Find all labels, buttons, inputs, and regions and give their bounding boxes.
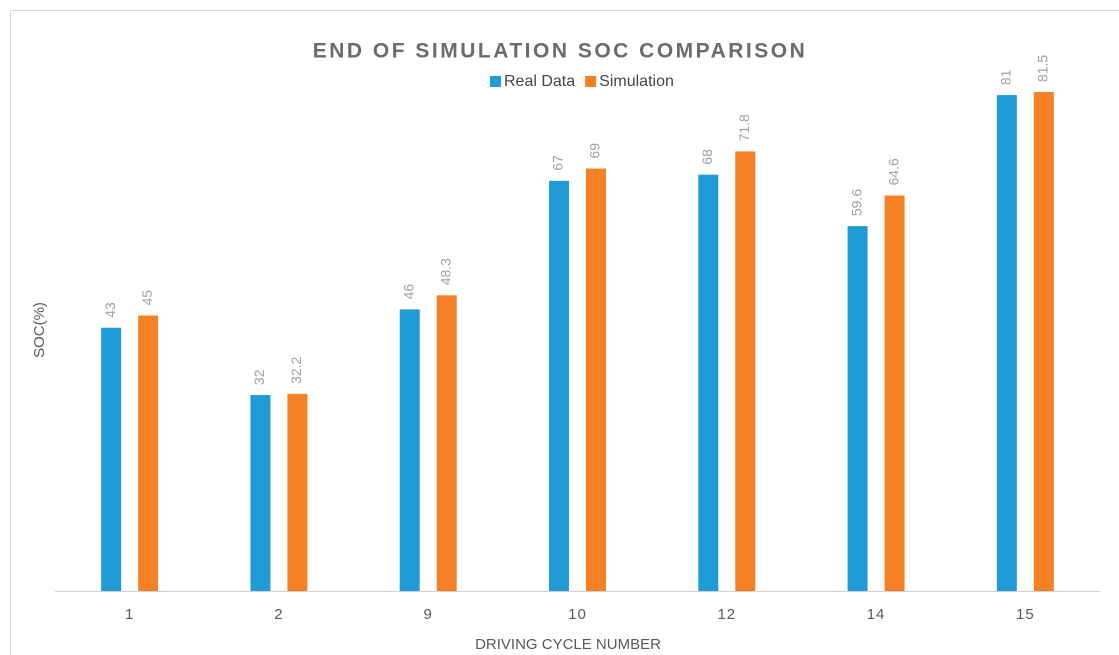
bar bbox=[735, 151, 756, 591]
bar bbox=[138, 315, 159, 591]
legend-swatch bbox=[585, 76, 597, 87]
data-label: 59.6 bbox=[848, 189, 864, 216]
bar bbox=[698, 174, 719, 591]
bar bbox=[250, 395, 271, 591]
x-tick-label: 1 bbox=[125, 606, 134, 623]
bar bbox=[586, 168, 606, 592]
data-label: 46 bbox=[400, 284, 416, 300]
data-label: 43 bbox=[102, 302, 118, 318]
data-label: 32 bbox=[251, 369, 267, 385]
y-axis-title: SOC(%) bbox=[31, 302, 48, 358]
data-label: 45 bbox=[139, 290, 155, 306]
legend-label: Real Data bbox=[504, 73, 575, 90]
data-label: 81.5 bbox=[1035, 55, 1051, 82]
legend-swatch bbox=[490, 76, 501, 87]
data-label: 71.8 bbox=[736, 114, 752, 141]
bar bbox=[287, 393, 308, 591]
data-label: 48.3 bbox=[437, 258, 453, 285]
x-tick-label: 15 bbox=[1016, 606, 1035, 623]
bar bbox=[1033, 92, 1054, 592]
chart-title: END OF SIMULATION SOC COMPARISON bbox=[313, 40, 808, 63]
legend-label: Simulation bbox=[599, 73, 674, 90]
x-axis-title: DRIVING CYCLE NUMBER bbox=[475, 636, 661, 653]
data-label: 32.2 bbox=[288, 356, 304, 383]
chart-border bbox=[10, 10, 1119, 655]
bar bbox=[399, 309, 420, 591]
x-tick-label: 12 bbox=[717, 606, 736, 623]
data-label: 64.6 bbox=[885, 158, 901, 185]
data-label: 68 bbox=[699, 149, 715, 165]
bar bbox=[884, 195, 905, 591]
bar bbox=[847, 226, 868, 592]
bar bbox=[996, 95, 1017, 591]
bar bbox=[549, 180, 569, 592]
data-label: 81 bbox=[998, 69, 1014, 85]
x-tick-label: 9 bbox=[424, 606, 433, 623]
x-tick-label: 10 bbox=[568, 606, 587, 623]
x-tick-label: 14 bbox=[867, 606, 886, 623]
bar bbox=[101, 327, 122, 591]
data-label: 67 bbox=[550, 155, 566, 171]
bar bbox=[436, 295, 457, 591]
data-label: 69 bbox=[587, 143, 603, 159]
x-tick-label: 2 bbox=[274, 606, 283, 623]
